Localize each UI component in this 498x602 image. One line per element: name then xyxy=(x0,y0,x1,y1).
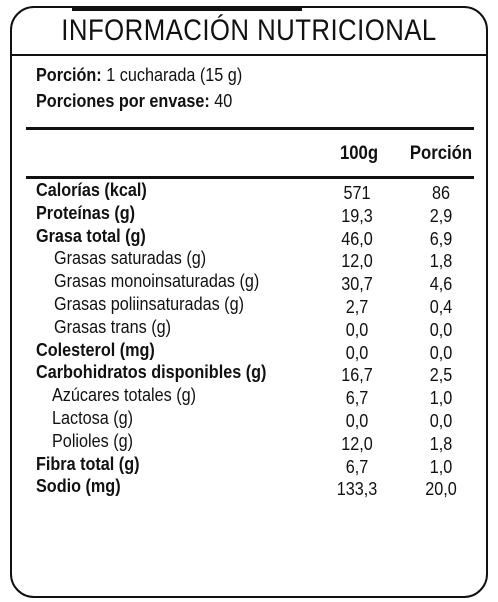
nutrient-row-calories: Calorías (kcal) 571 86 xyxy=(12,180,486,203)
value-per-100g: 0,0 xyxy=(345,410,369,431)
nutrient-label: Sodio (mg) xyxy=(36,476,121,497)
value-per-portion: 2,5 xyxy=(429,365,453,386)
value-per-portion: 20,0 xyxy=(425,479,457,500)
column-header-portion: Porción xyxy=(409,143,473,164)
value-per-portion: 1,0 xyxy=(429,388,453,409)
nutrient-row-fiber: Fibra total (g) 6,7 1,0 xyxy=(12,454,486,477)
nutrient-row-saturated-fat: Grasas saturadas (g) 12,0 1,8 xyxy=(12,248,486,271)
value-per-portion: 0,0 xyxy=(429,342,453,363)
nutrient-label: Azúcares totales (g) xyxy=(52,385,197,406)
nutrient-row-sodium: Sodio (mg) 133,3 20,0 xyxy=(12,476,486,499)
value-per-100g: 12,0 xyxy=(341,251,373,272)
nutrient-row-total-fat: Grasa total (g) 46,0 6,9 xyxy=(12,226,486,249)
column-header-100g: 100g xyxy=(339,143,379,164)
nutrient-label: Grasa total (g) xyxy=(36,225,146,246)
value-per-100g: 6,7 xyxy=(345,388,369,409)
servings-per-container-line: Porciones por envase: 40 xyxy=(36,91,232,112)
value-per-portion: 4,6 xyxy=(429,274,453,295)
title-divider xyxy=(12,54,486,56)
nutrient-row-cholesterol: Colesterol (mg) 0,0 0,0 xyxy=(12,340,486,363)
nutrient-label: Polioles (g) xyxy=(52,430,134,451)
nutrient-table: Calorías (kcal) 571 86 Proteínas (g) 19,… xyxy=(12,180,486,499)
value-per-100g: 19,3 xyxy=(341,205,373,226)
value-per-portion: 1,8 xyxy=(429,251,453,272)
nutrient-label: Proteínas (g) xyxy=(36,202,136,223)
nutrient-row-carbohydrates: Carbohidratos disponibles (g) 16,7 2,5 xyxy=(12,362,486,385)
value-per-100g: 46,0 xyxy=(341,228,373,249)
serving-size-line: Porción: 1 cucharada (15 g) xyxy=(36,65,242,86)
value-per-portion: 0,0 xyxy=(429,410,453,431)
nutrient-label: Carbohidratos disponibles (g) xyxy=(36,362,267,383)
nutrient-label: Grasas trans (g) xyxy=(54,316,172,337)
nutrient-label: Fibra total (g) xyxy=(36,453,140,474)
nutrient-row-lactose: Lactosa (g) 0,0 0,0 xyxy=(12,408,486,431)
value-per-100g: 571 xyxy=(343,183,371,203)
serving-size-value: 1 cucharada (15 g) xyxy=(106,65,243,85)
servings-per-container-value: 40 xyxy=(214,91,233,111)
top-border-strip xyxy=(72,6,302,11)
nutrient-row-polyols: Polioles (g) 12,0 1,8 xyxy=(12,431,486,454)
nutrition-facts-panel: INFORMACIÓN NUTRICIONAL Porción: 1 cucha… xyxy=(10,6,488,598)
value-per-100g: 12,0 xyxy=(341,433,373,454)
value-per-100g: 2,7 xyxy=(345,296,369,317)
serving-divider xyxy=(26,127,474,130)
nutrient-label: Colesterol (mg) xyxy=(36,339,155,360)
value-per-100g: 30,7 xyxy=(341,274,373,295)
nutrient-row-total-sugars: Azúcares totales (g) 6,7 1,0 xyxy=(12,385,486,408)
value-per-portion: 1,8 xyxy=(429,433,453,454)
nutrient-label: Lactosa (g) xyxy=(52,407,134,428)
servings-per-container-label: Porciones por envase: xyxy=(36,91,210,111)
nutrient-row-polyunsaturated-fat: Grasas poliinsaturadas (g) 2,7 0,4 xyxy=(12,294,486,317)
serving-size-label: Porción: xyxy=(36,65,102,85)
value-per-portion: 0,4 xyxy=(429,296,453,317)
value-per-portion: 86 xyxy=(431,183,451,203)
nutrient-label: Calorías (kcal) xyxy=(36,180,147,200)
value-per-100g: 0,0 xyxy=(345,342,369,363)
header-divider xyxy=(26,176,474,179)
panel-title: INFORMACIÓN NUTRICIONAL xyxy=(61,14,437,47)
value-per-100g: 0,0 xyxy=(345,319,369,340)
value-per-portion: 6,9 xyxy=(429,228,453,249)
value-per-100g: 6,7 xyxy=(345,456,369,477)
value-per-portion: 0,0 xyxy=(429,319,453,340)
nutrient-row-trans-fat: Grasas trans (g) 0,0 0,0 xyxy=(12,317,486,340)
nutrient-row-protein: Proteínas (g) 19,3 2,9 xyxy=(12,203,486,226)
value-per-portion: 1,0 xyxy=(429,456,453,477)
value-per-100g: 133,3 xyxy=(336,479,378,500)
nutrient-label: Grasas monoinsaturadas (g) xyxy=(54,271,260,292)
value-per-portion: 2,9 xyxy=(429,205,453,226)
nutrient-label: Grasas poliinsaturadas (g) xyxy=(54,293,244,314)
value-per-100g: 16,7 xyxy=(341,365,373,386)
nutrient-row-monounsaturated-fat: Grasas monoinsaturadas (g) 30,7 4,6 xyxy=(12,271,486,294)
nutrient-label: Grasas saturadas (g) xyxy=(54,248,207,269)
